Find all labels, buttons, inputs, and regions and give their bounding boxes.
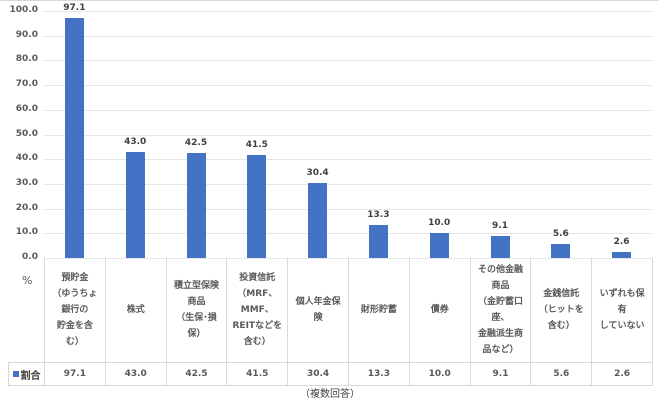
footnote-multiple-answers: （複数回答） <box>300 389 360 400</box>
unit-label: % <box>22 274 33 287</box>
category-cell: 債券 <box>408 258 471 363</box>
bar-value-label: 5.6 <box>552 229 569 240</box>
category-cell: 株式 <box>104 258 167 363</box>
bar-value-label: 97.1 <box>63 3 86 14</box>
legend-swatch-icon <box>12 371 19 377</box>
bar <box>490 235 510 258</box>
bar-value-label: 9.1 <box>492 220 508 231</box>
bar-value-label: 42.5 <box>184 138 208 149</box>
y-tick-label: 10.0 <box>15 227 38 238</box>
bar-value-label: 13.3 <box>367 210 390 221</box>
gridline <box>44 159 652 161</box>
gridline <box>44 60 652 62</box>
bar-value-label: 43.0 <box>124 136 147 147</box>
bar <box>368 225 388 258</box>
gridline <box>44 85 652 87</box>
value-cell: 9.1 <box>469 362 532 386</box>
gridline <box>44 134 652 136</box>
value-cell: 30.4 <box>287 362 349 386</box>
bar <box>551 244 571 258</box>
bar <box>308 182 328 258</box>
value-cell: 5.6 <box>530 362 593 386</box>
bar <box>429 233 449 258</box>
bar <box>612 251 632 258</box>
gridline <box>44 183 652 185</box>
bar <box>64 18 84 258</box>
y-tick-label: 20.0 <box>15 202 38 213</box>
value-cell: 2.6 <box>591 362 653 386</box>
bar-value-label: 30.4 <box>306 167 329 178</box>
value-cell: 43.0 <box>104 362 167 386</box>
gridline <box>44 11 652 12</box>
gridline <box>44 208 652 210</box>
y-tick-label: 30.0 <box>15 177 38 188</box>
bar-value-label: 10.0 <box>428 218 451 229</box>
gridline <box>44 35 652 37</box>
legend-series-cell: 割合 <box>8 362 44 386</box>
y-tick-label: 70.0 <box>15 79 38 90</box>
value-cell: 41.5 <box>226 362 289 386</box>
category-cell: 金銭信託 （ヒットを 含む） <box>530 258 593 363</box>
bar <box>186 153 206 258</box>
y-tick-label: 50.0 <box>15 128 38 139</box>
category-cell: 預貯金 （ゆうちょ 銀行の 貯金を含 む） <box>44 258 106 363</box>
bar-value-label: 41.5 <box>245 140 268 151</box>
category-cell: 投資信託 （MRF、 MMF、 REITなどを 含む） <box>226 258 289 363</box>
value-cell: 13.3 <box>348 362 410 386</box>
category-cell: 積立型保険 商品 （生保･損 保） <box>165 258 228 363</box>
y-tick-label: 100.0 <box>9 5 38 15</box>
gridline <box>44 233 652 235</box>
value-cell: 97.1 <box>44 362 106 386</box>
plot-area: 97.1 43.0 42.5 41.5 30.4 13.3 10.0 9.1 5.6 2.6 <box>44 3 652 259</box>
category-cell: その他金融 商品 （金貯蓄口 座、 金融派生商 品など） <box>469 258 532 363</box>
y-tick-label: 90.0 <box>15 29 38 40</box>
gridline <box>44 109 652 111</box>
y-tick-label: 40.0 <box>15 153 38 164</box>
value-cell: 10.0 <box>408 362 471 386</box>
category-cell: 財形貯蓄 <box>348 258 410 363</box>
y-tick-label: 0.0 <box>22 252 38 262</box>
category-cell: 個人年金保 険 <box>287 258 349 363</box>
category-cell: いずれも保 有 していない <box>591 258 653 363</box>
y-tick-label: 60.0 <box>15 103 38 114</box>
bar-value-label: 2.6 <box>613 236 630 247</box>
bar <box>247 155 267 258</box>
y-tick-label: 80.0 <box>15 54 38 65</box>
bar <box>125 151 145 258</box>
value-cell: 42.5 <box>165 362 228 386</box>
legend-series-label: 割合 <box>20 370 41 382</box>
